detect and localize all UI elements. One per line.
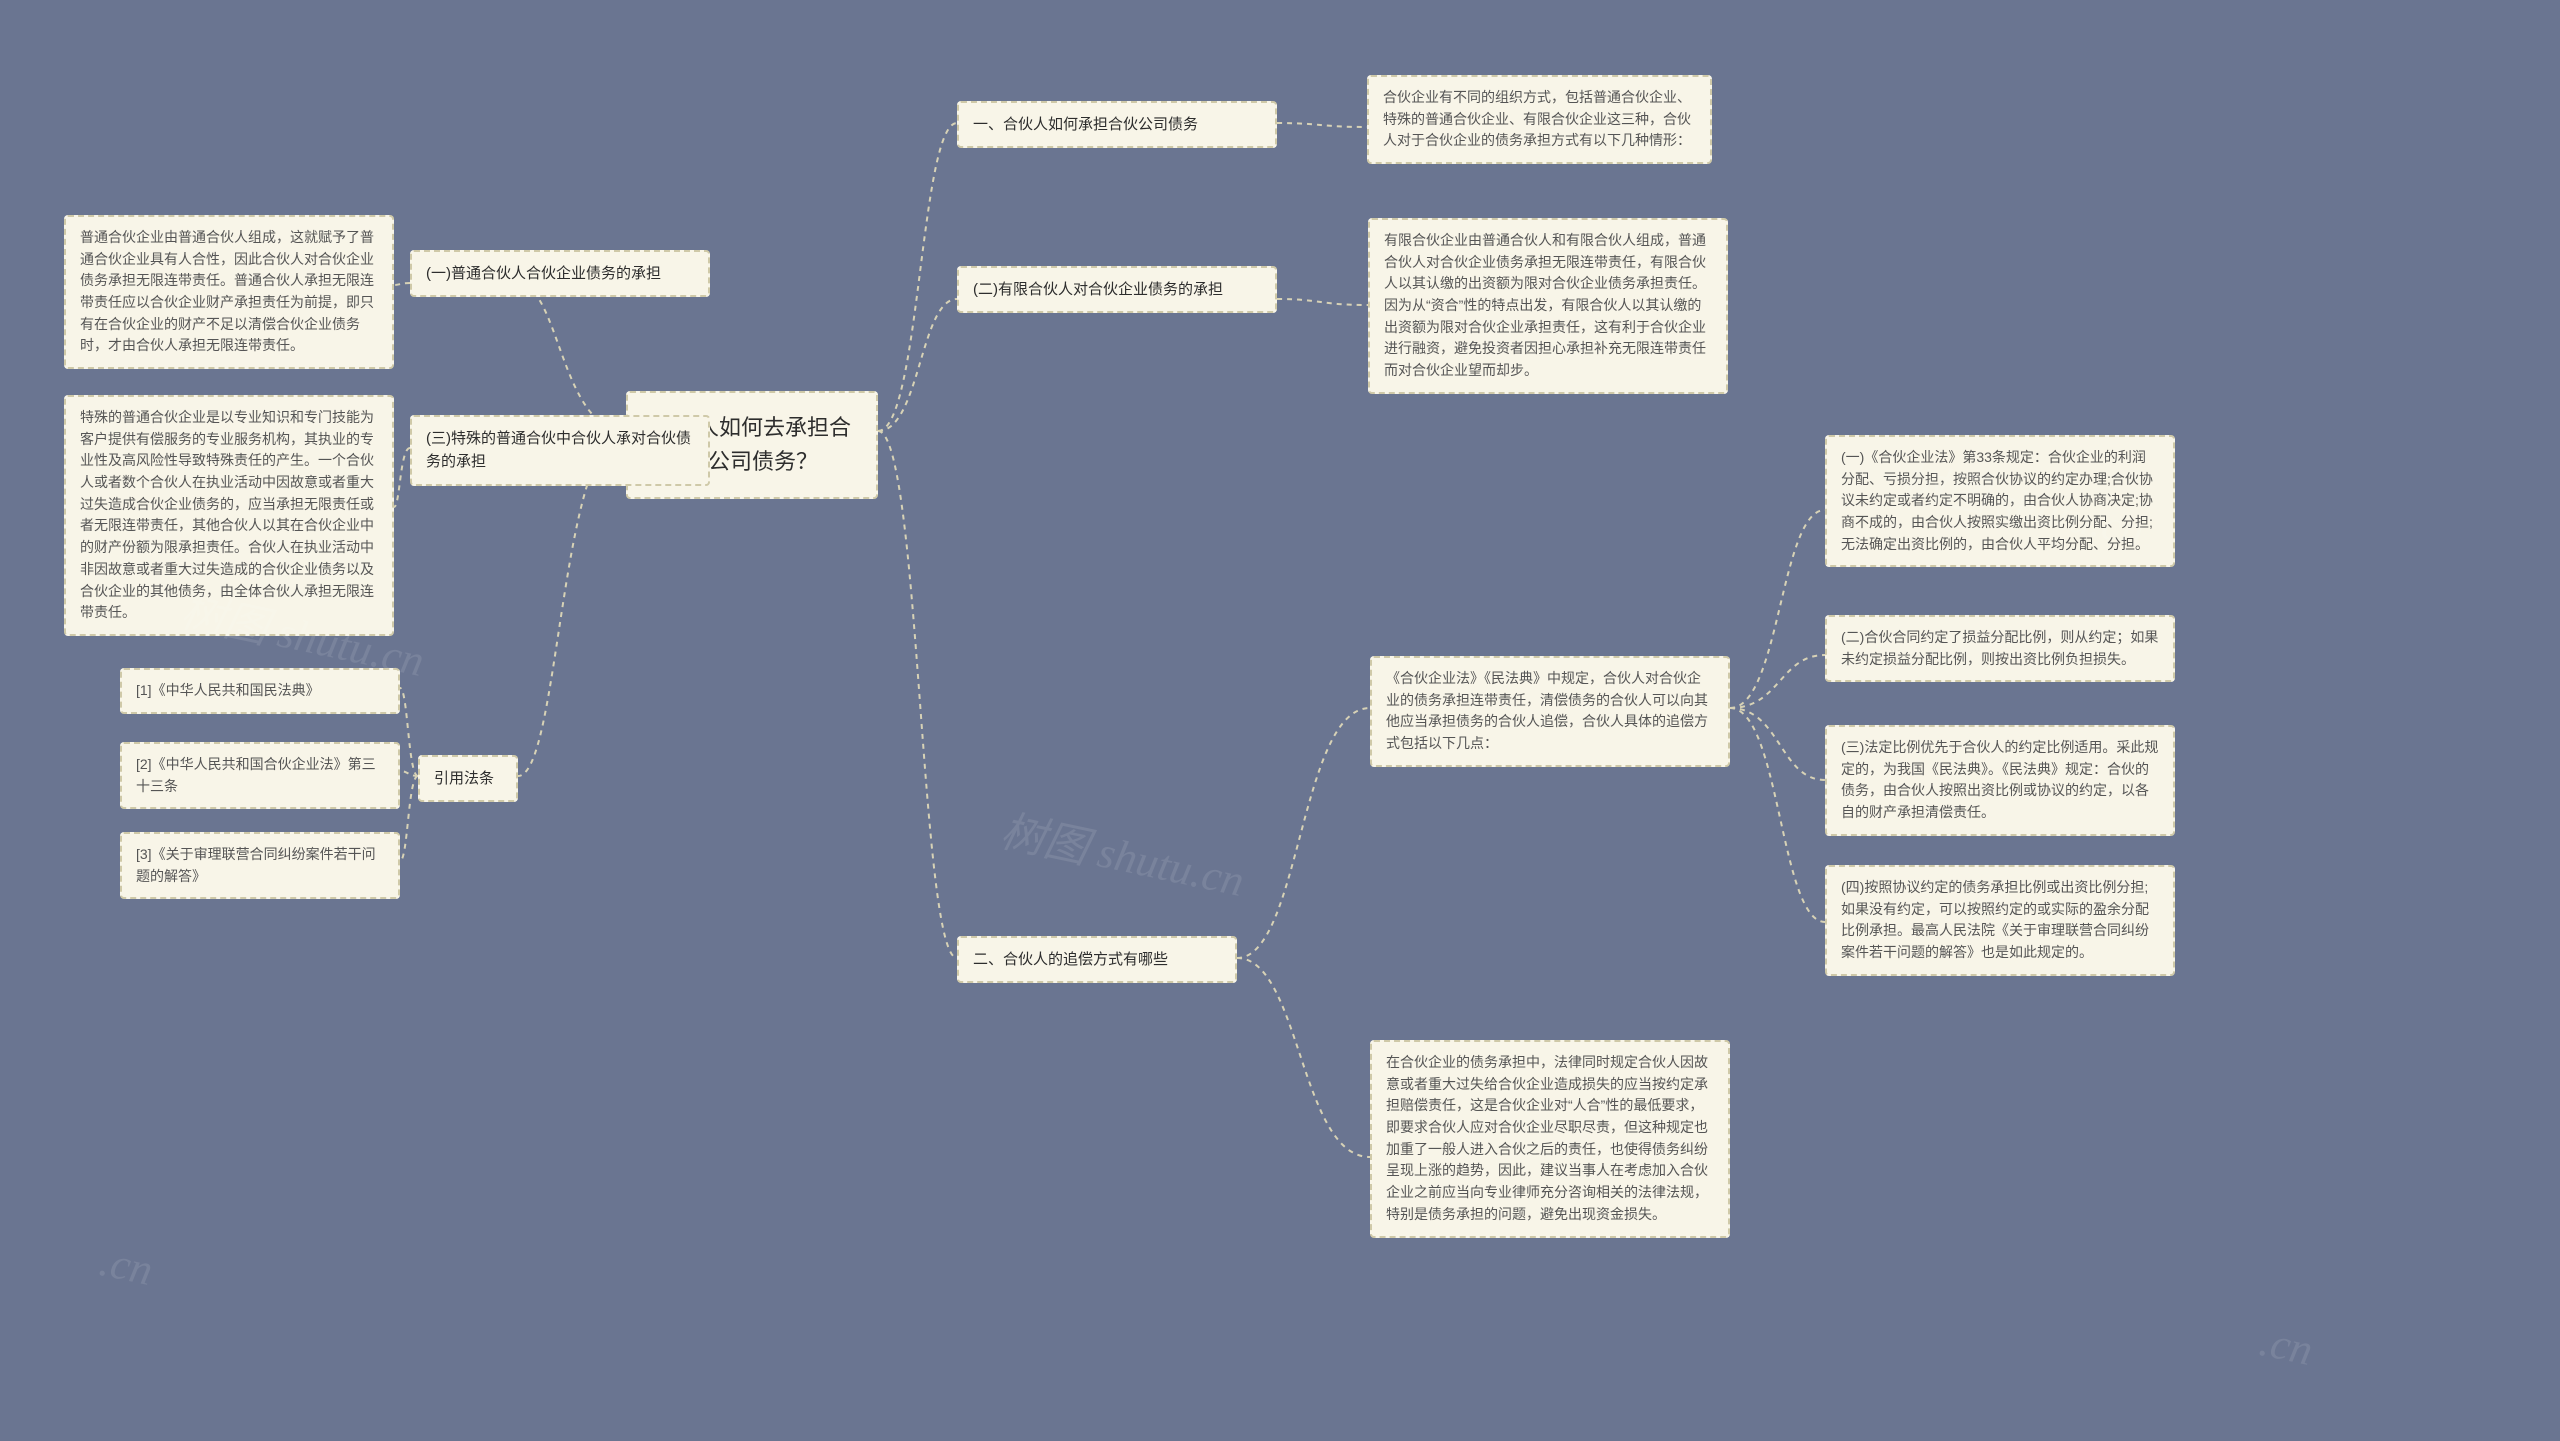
branch-r3: 二、合伙人的追偿方式有哪些 xyxy=(957,936,1237,983)
connector xyxy=(1237,958,1370,1157)
branch-l2: (三)特殊的普通合伙中合伙人承对合伙债务的承担 xyxy=(410,415,710,486)
leaf-l3a: [1]《中华人民共和国民法典》 xyxy=(120,668,400,714)
connector xyxy=(878,431,957,958)
leaf-r3b: 在合伙企业的债务承担中，法律同时规定合伙人因故意或者重大过失给合伙企业造成损失的… xyxy=(1370,1040,1730,1238)
connector xyxy=(878,299,957,431)
leaf-r3a: 《合伙企业法》《民法典》中规定，合伙人对合伙企业的债务承担连带责任，清偿债务的合… xyxy=(1370,656,1730,767)
leaf-fr1: (一)《合伙企业法》第33条规定：合伙企业的利润分配、亏损分担，按照合伙协议的约… xyxy=(1825,435,2175,567)
connector xyxy=(1277,123,1367,127)
connector xyxy=(400,776,418,861)
leaf-r2a: 有限合伙企业由普通合伙人和有限合伙人组成，普通合伙人对合伙企业债务承担无限连带责… xyxy=(1368,218,1728,394)
leaf-fr3: (三)法定比例优先于合伙人的约定比例适用。采此规定的，为我国《民法典》。《民法典… xyxy=(1825,725,2175,836)
connector xyxy=(394,448,410,507)
connector xyxy=(1237,708,1370,958)
watermark: 树图 shutu.cn xyxy=(996,795,1251,909)
branch-r2: (二)有限合伙人对合伙企业债务的承担 xyxy=(957,266,1277,313)
connector xyxy=(1730,510,1825,708)
leaf-l2a: 特殊的普通合伙企业是以专业知识和专门技能为客户提供有偿服务的专业服务机构，其执业… xyxy=(64,395,394,636)
branch-l3: 引用法条 xyxy=(418,755,518,802)
branch-r1: 一、合伙人如何承担合伙公司债务 xyxy=(957,101,1277,148)
connector xyxy=(400,771,418,776)
leaf-fr2: (二)合伙合同约定了损益分配比例，则从约定；如果未约定损益分配比例，则按出资比例… xyxy=(1825,615,2175,682)
connector xyxy=(1730,708,1825,780)
connector xyxy=(517,283,626,431)
connector xyxy=(394,283,410,285)
connector xyxy=(1277,299,1368,305)
leaf-r1a: 合伙企业有不同的组织方式，包括普通合伙企业、特殊的普通合伙企业、有限合伙企业这三… xyxy=(1367,75,1712,164)
leaf-l3c: [3]《关于审理联营合同纠纷案件若干问题的解答》 xyxy=(120,832,400,899)
connector xyxy=(1730,655,1825,708)
branch-l1: (一)普通合伙人合伙企业债务的承担 xyxy=(410,250,710,297)
connector xyxy=(1730,708,1825,922)
watermark: .cn xyxy=(95,1235,157,1296)
connector xyxy=(878,123,957,431)
leaf-l3b: [2]《中华人民共和国合伙企业法》第三十三条 xyxy=(120,742,400,809)
connector xyxy=(400,688,418,776)
leaf-l1a: 普通合伙企业由普通合伙人组成，这就赋予了普通合伙企业具有人合性，因此合伙人对合伙… xyxy=(64,215,394,369)
watermark: .cn xyxy=(2255,1315,2317,1376)
leaf-fr4: (四)按照协议约定的债务承担比例或出资比例分担;如果没有约定，可以按照约定的或实… xyxy=(1825,865,2175,976)
